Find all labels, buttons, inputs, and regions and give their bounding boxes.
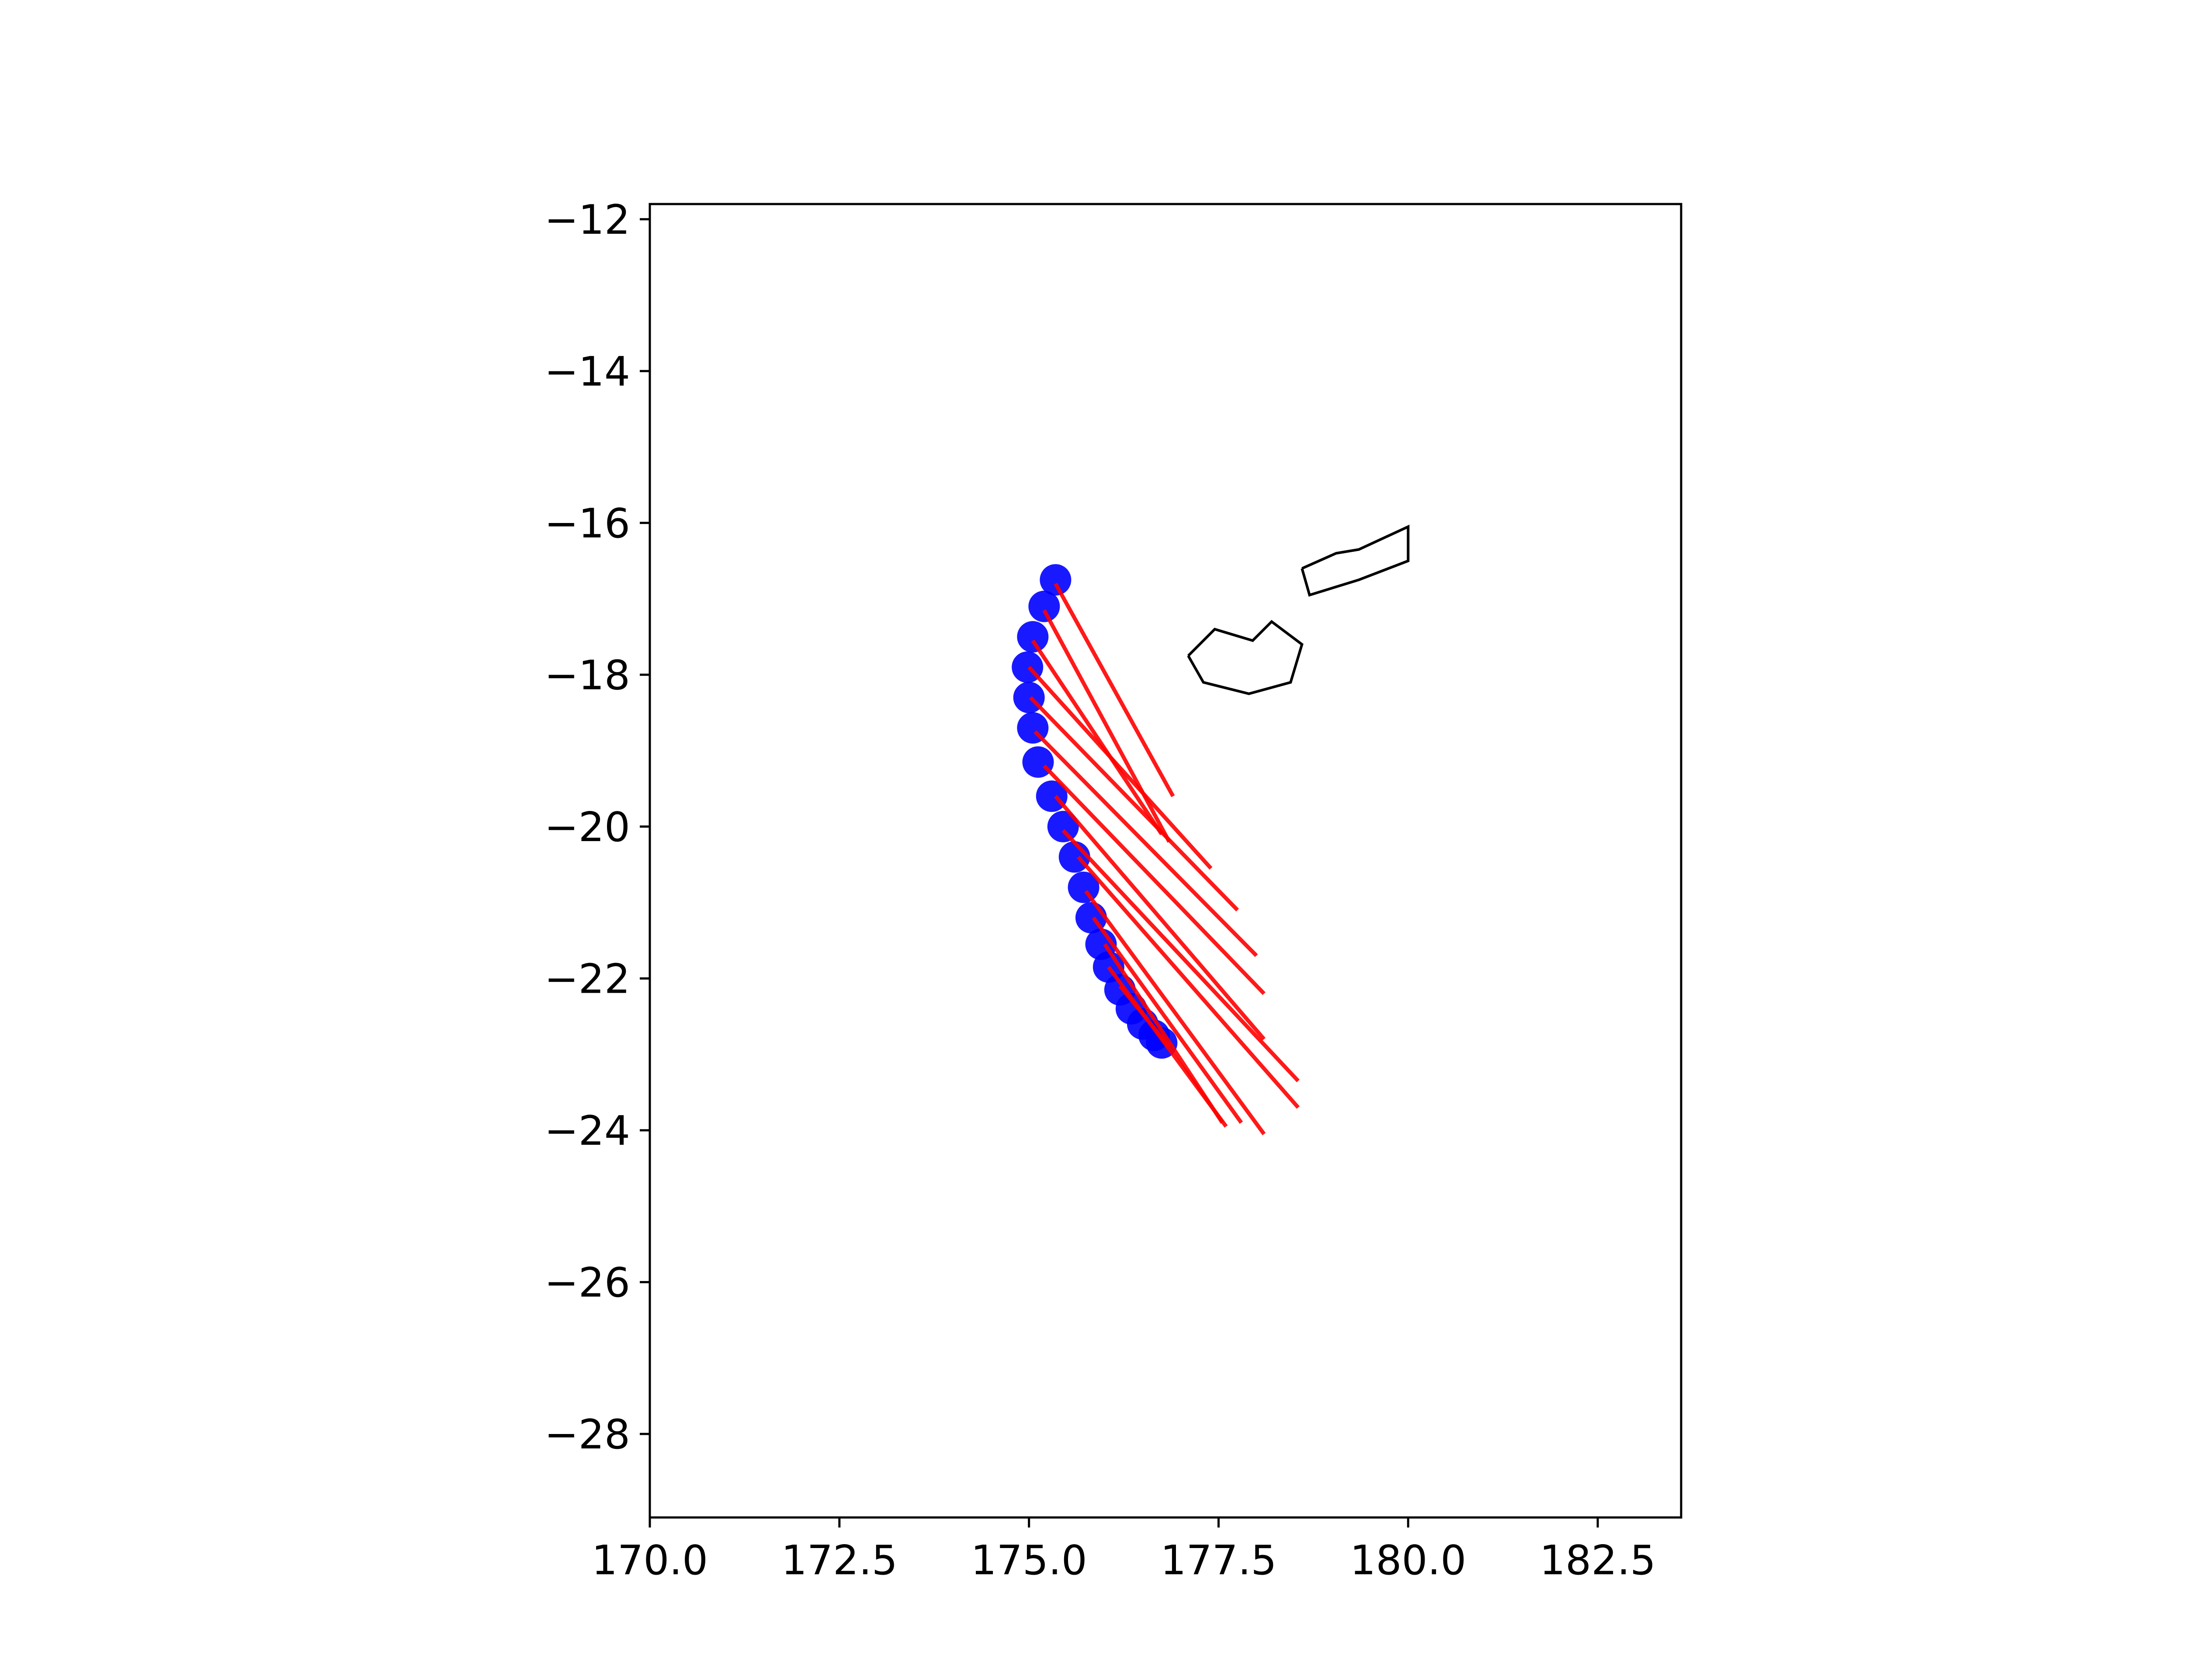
- y-tick-label-0: −12: [545, 196, 630, 243]
- x-tick-label-0: 170.0: [592, 1537, 708, 1584]
- vector-line-1: [1042, 609, 1171, 843]
- x-tick-label-3: 177.5: [1160, 1537, 1276, 1584]
- axes-layer: 170.0 172.5 175.0 177.5 180.0 182.5 −12 −14 −16 −…: [545, 196, 1682, 1584]
- plot-layer: [1012, 524, 1410, 1136]
- vector-line-14: [1118, 984, 1171, 1048]
- vector-line-4: [1029, 696, 1239, 912]
- y-tick-label-2: −16: [545, 500, 630, 547]
- x-tick-label-1: 172.5: [781, 1537, 898, 1584]
- x-tick-label-5: 182.5: [1540, 1537, 1656, 1584]
- vector-line-11: [1092, 916, 1243, 1124]
- outline-polygon-0: [1187, 620, 1304, 695]
- vector-line-3: [1027, 665, 1213, 870]
- y-tick-label-8: −28: [545, 1411, 630, 1458]
- data-point-0: [1040, 564, 1072, 596]
- vector-line-5: [1034, 730, 1258, 957]
- vector-line-6: [1043, 764, 1266, 995]
- data-point-8: [1047, 811, 1079, 842]
- data-point-1: [1028, 590, 1060, 622]
- data-point-2: [1017, 621, 1049, 653]
- plot-content: [1012, 524, 1410, 1136]
- vector-line-10: [1084, 890, 1266, 1136]
- outline-polygon-1: [1301, 524, 1410, 597]
- y-tick-label-1: −14: [545, 348, 630, 395]
- y-tick-label-5: −22: [545, 955, 630, 1002]
- vector-line-7: [1054, 795, 1266, 1041]
- data-point-7: [1036, 780, 1068, 812]
- vector-line-2: [1031, 639, 1164, 835]
- vector-line-9: [1077, 856, 1300, 1109]
- x-tick-label-4: 180.0: [1350, 1537, 1466, 1584]
- vector-line-8: [1061, 829, 1300, 1082]
- y-tick-label-4: −20: [545, 804, 630, 851]
- x-tick-label-2: 175.0: [971, 1537, 1087, 1584]
- y-tick-label-3: −18: [545, 651, 630, 699]
- y-tick-label-6: −24: [545, 1107, 630, 1154]
- axes-frame: [649, 203, 1682, 1519]
- y-tick-label-7: −26: [545, 1259, 630, 1306]
- data-point-10: [1068, 871, 1099, 903]
- vector-line-0: [1054, 582, 1175, 797]
